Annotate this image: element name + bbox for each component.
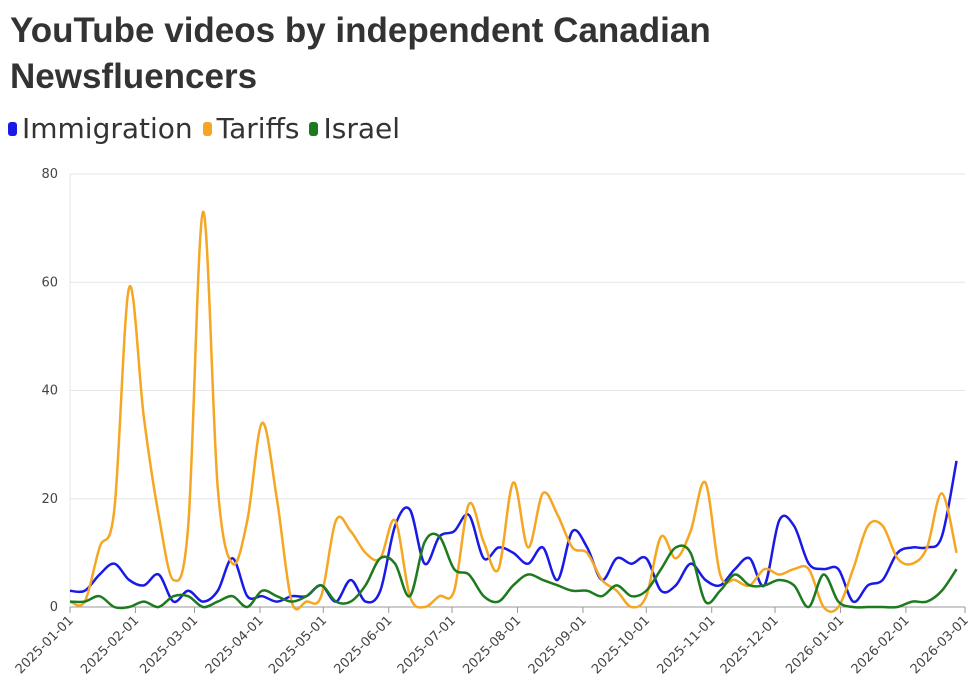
legend-swatch: [202, 121, 212, 136]
x-tick-label: 2025-01-01: [13, 613, 77, 677]
x-tick-label: 2025-12-01: [718, 613, 782, 677]
y-tick-label: 0: [50, 600, 58, 615]
x-tick-label: 2025-07-01: [395, 613, 459, 677]
x-tick-label: 2025-04-01: [203, 613, 267, 677]
x-tick-label: 2026-01-01: [783, 613, 847, 677]
x-tick-label: 2025-08-01: [460, 613, 524, 677]
y-tick-label: 20: [41, 492, 58, 507]
x-tick-label: 2025-10-01: [589, 613, 653, 677]
x-tick-label: 2025-11-01: [654, 613, 718, 677]
series-line: [69, 532, 958, 610]
x-tick-label: 2025-03-01: [137, 613, 201, 677]
y-tick-label: 80: [41, 167, 58, 182]
x-tick-label: 2025-09-01: [526, 613, 590, 677]
legend: Immigration Tariffs Israel: [8, 112, 400, 145]
legend-item: Tariffs: [202, 112, 300, 145]
legend-label: Immigration: [22, 112, 193, 145]
series-line: [69, 460, 958, 604]
x-tick-label: 2026-03-01: [908, 613, 972, 677]
legend-label: Israel: [323, 112, 400, 145]
series-line: [69, 210, 958, 613]
y-tick-label: 60: [41, 275, 58, 290]
x-tick-label: 2025-05-01: [266, 613, 330, 677]
y-tick-label: 40: [41, 384, 58, 399]
legend-item: Israel: [309, 112, 400, 145]
x-tick-label: 2025-06-01: [332, 613, 396, 677]
legend-swatch: [309, 121, 319, 136]
legend-label: Tariffs: [216, 112, 300, 145]
legend-item: Immigration: [8, 112, 193, 145]
x-tick-label: 2025-02-01: [78, 613, 142, 677]
x-tick-label: 2026-02-01: [849, 613, 913, 677]
chart-title: YouTube videos by independent Canadian N…: [10, 11, 711, 96]
legend-swatch: [8, 121, 17, 136]
